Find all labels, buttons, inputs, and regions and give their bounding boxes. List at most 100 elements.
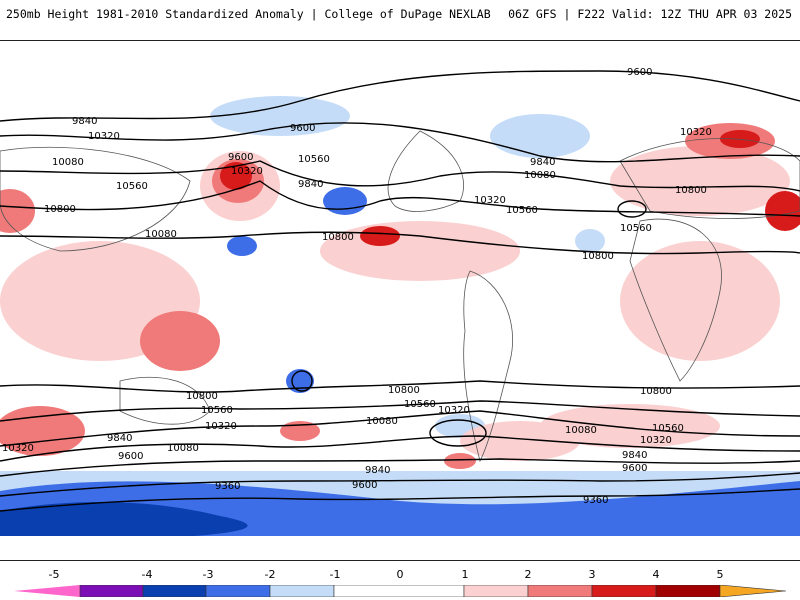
blue-anomaly [575, 229, 605, 253]
contour-label: 9600 [290, 123, 315, 134]
contour-label: 10560 [506, 205, 538, 216]
red-anomaly [360, 226, 400, 246]
colorbar-tick-label: 5 [716, 568, 724, 581]
contour-label: 10560 [116, 181, 148, 192]
contour-label: 10320 [231, 166, 263, 177]
colorbar-swatch [463, 585, 529, 597]
red-anomaly [140, 311, 220, 371]
contour-10080-south [0, 435, 800, 462]
antarctica-blank [0, 536, 800, 560]
colorbar-swatch [591, 585, 657, 597]
contour-label: 10080 [524, 170, 556, 181]
contour-label: 10320 [474, 195, 506, 206]
contour-label: 10080 [565, 425, 597, 436]
africa-outline [629, 218, 722, 382]
contour-label: 10320 [88, 131, 120, 142]
colorbar-tick-label: -2 [264, 568, 276, 581]
contour-label: 9840 [622, 450, 647, 461]
contour-label: 10800 [388, 385, 420, 396]
colorbar-tick-label: -3 [202, 568, 214, 581]
contour-9600-south [0, 472, 800, 497]
contour-closed-low [291, 370, 313, 392]
red-anomaly [765, 191, 800, 231]
colorbar-tick-label: -1 [329, 568, 341, 581]
contour-label: 9360 [583, 495, 608, 506]
contour-label: 9600 [627, 67, 652, 78]
contour-label: 9840 [365, 465, 390, 476]
contour-label: 10080 [145, 229, 177, 240]
contour-label: 10560 [652, 423, 684, 434]
colorbar-swatch [142, 585, 207, 597]
contour-label: 9840 [298, 179, 323, 190]
contour-label: 10560 [620, 223, 652, 234]
colorbar-swatch [79, 585, 144, 597]
contour-label: 9360 [215, 481, 240, 492]
contour-9840-south [0, 458, 800, 477]
red-anomaly [610, 146, 790, 216]
blue-anomaly [323, 187, 367, 215]
contour-label: 10560 [201, 405, 233, 416]
red-anomaly [320, 221, 520, 281]
colorbar-swatch [719, 585, 786, 597]
contour-label: 9600 [622, 463, 647, 474]
map-svg: 9600 9600 9840 10320 10080 10560 10800 9… [0, 67, 800, 560]
contour-label: 9840 [530, 157, 555, 168]
north-america-outline [387, 130, 464, 212]
red-anomaly [220, 162, 252, 190]
contour-label: 10800 [44, 204, 76, 215]
colorbar: -5 -4 -3 -2 -1 0 1 2 3 4 5 [0, 568, 800, 600]
contour-10080-north [0, 160, 800, 192]
contour-10320-south [0, 410, 800, 447]
colorbar-swatches [14, 585, 786, 597]
map-title: 250mb Height 1981-2010 Standardized Anom… [6, 7, 491, 21]
contour-label: 10800 [675, 185, 707, 196]
contour-closed-low [617, 200, 647, 218]
red-anomaly [0, 189, 35, 233]
colorbar-swatch [269, 585, 335, 597]
colorbar-swatch [205, 585, 271, 597]
contour-label: 10800 [186, 391, 218, 402]
contour-label: 10320 [2, 443, 34, 454]
contour-9840-north [0, 122, 800, 163]
contour-10800-south [0, 380, 800, 393]
height-contours [0, 70, 800, 512]
contour-label: 9840 [72, 116, 97, 127]
contour-label: 9600 [352, 480, 377, 491]
red-anomaly [620, 241, 780, 361]
south-america-outline [463, 270, 513, 463]
contour-9360-south [0, 488, 800, 512]
contour-9600-north [0, 70, 800, 122]
contour-10560-north [0, 180, 800, 217]
eurasia-east-outline [0, 146, 191, 252]
contour-label: 10800 [640, 386, 672, 397]
contour-10800-north [0, 231, 800, 255]
blue-anomaly [490, 114, 590, 158]
contour-labels: 9600 9600 9840 10320 10080 10560 10800 9… [2, 67, 712, 506]
contour-label: 10080 [167, 443, 199, 454]
blue-anomaly [286, 369, 314, 393]
eurasia-west-outline [619, 138, 800, 219]
colorbar-swatch [527, 585, 593, 597]
southern-strong-negative [0, 501, 248, 541]
contour-10560-south [0, 400, 800, 422]
contour-label: 10800 [582, 251, 614, 262]
colorbar-tick-label: -4 [141, 568, 153, 581]
contour-label: 10320 [680, 127, 712, 138]
red-anomaly [444, 453, 476, 469]
blue-anomaly [210, 96, 350, 136]
contour-label: 10560 [298, 154, 330, 165]
colorbar-tick-label: -5 [48, 568, 60, 581]
colorbar-tick-label: 0 [396, 568, 404, 581]
contour-label: 10320 [438, 405, 470, 416]
colorbar-tick-label: 4 [652, 568, 660, 581]
red-anomaly [460, 421, 580, 461]
colorbar-tick-label: 1 [461, 568, 469, 581]
colorbar-swatch [14, 585, 80, 597]
contour-label: 10080 [366, 416, 398, 427]
australia-outline [119, 376, 211, 425]
colorbar-tick-label: 2 [524, 568, 532, 581]
model-valid-time: 06Z GFS | F222 Valid: 12Z THU APR 03 202… [508, 7, 792, 21]
coastlines [0, 130, 800, 463]
contour-label: 10560 [404, 399, 436, 410]
contour-closed-high [429, 419, 487, 447]
